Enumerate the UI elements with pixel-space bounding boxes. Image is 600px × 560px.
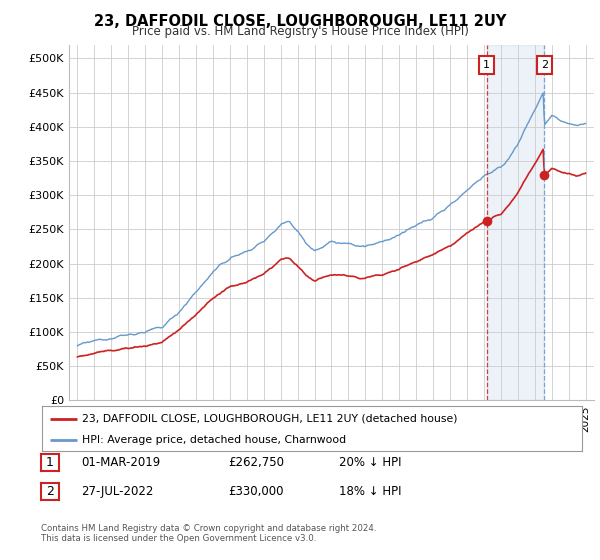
Text: 18% ↓ HPI: 18% ↓ HPI [339, 485, 401, 498]
Text: 2: 2 [541, 60, 548, 71]
Text: £262,750: £262,750 [228, 456, 284, 469]
Text: 1: 1 [46, 456, 54, 469]
Text: 23, DAFFODIL CLOSE, LOUGHBOROUGH, LE11 2UY (detached house): 23, DAFFODIL CLOSE, LOUGHBOROUGH, LE11 2… [83, 413, 458, 423]
Text: 1: 1 [483, 60, 490, 71]
Text: 20% ↓ HPI: 20% ↓ HPI [339, 456, 401, 469]
Text: 01-MAR-2019: 01-MAR-2019 [81, 456, 160, 469]
Text: 27-JUL-2022: 27-JUL-2022 [81, 485, 154, 498]
Text: HPI: Average price, detached house, Charnwood: HPI: Average price, detached house, Char… [83, 435, 347, 445]
Text: Contains HM Land Registry data © Crown copyright and database right 2024.
This d: Contains HM Land Registry data © Crown c… [41, 524, 376, 543]
Text: 2: 2 [46, 485, 54, 498]
Text: 23, DAFFODIL CLOSE, LOUGHBOROUGH, LE11 2UY: 23, DAFFODIL CLOSE, LOUGHBOROUGH, LE11 2… [94, 14, 506, 29]
Text: Price paid vs. HM Land Registry's House Price Index (HPI): Price paid vs. HM Land Registry's House … [131, 25, 469, 38]
Text: £330,000: £330,000 [228, 485, 284, 498]
Bar [487, 45, 544, 400]
